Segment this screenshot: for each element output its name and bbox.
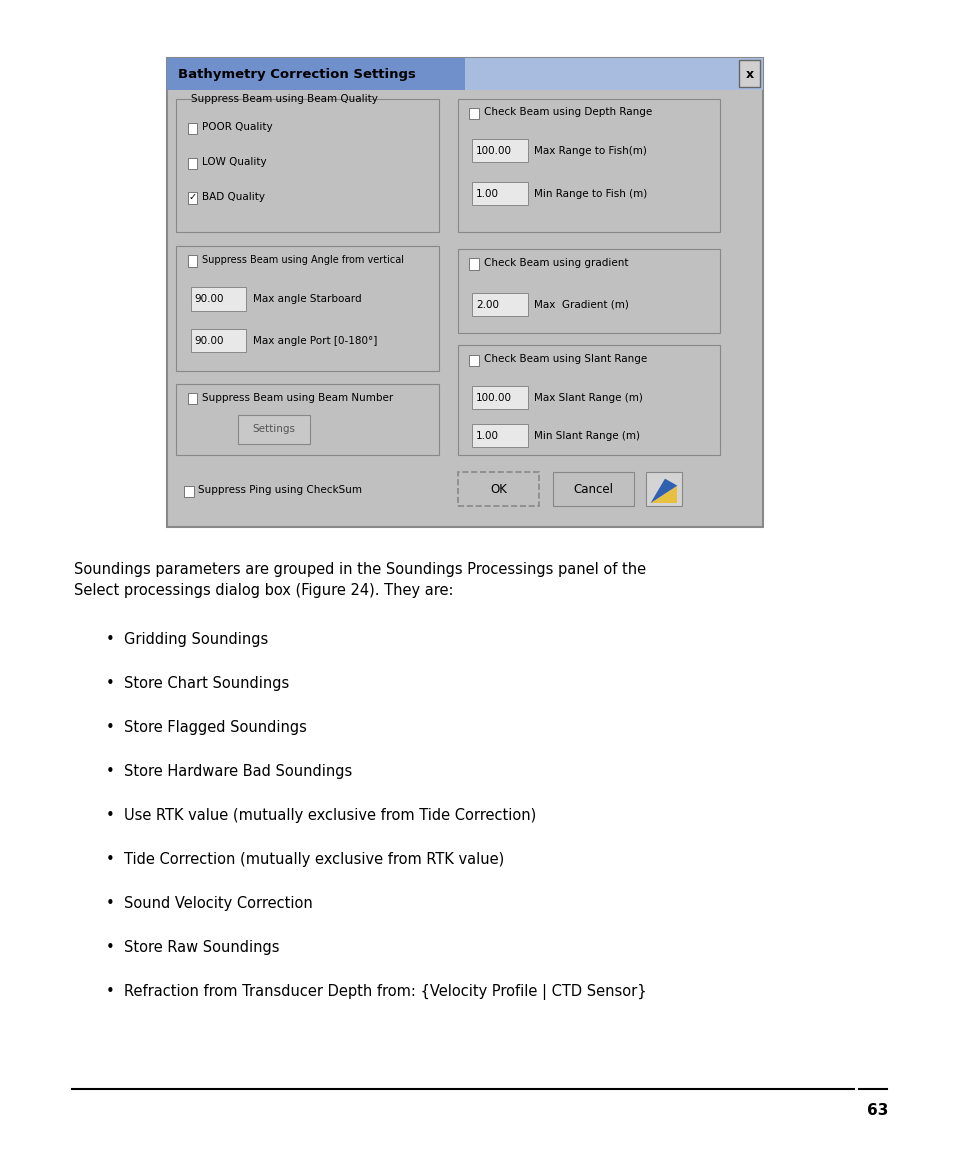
Text: Use RTK value (mutually exclusive from Tide Correction): Use RTK value (mutually exclusive from T… (124, 808, 536, 823)
Text: Tide Correction (mutually exclusive from RTK value): Tide Correction (mutually exclusive from… (124, 852, 504, 867)
Text: Max angle Starboard: Max angle Starboard (253, 294, 361, 304)
Text: BAD Quality: BAD Quality (202, 192, 265, 202)
Text: Store Raw Soundings: Store Raw Soundings (124, 940, 279, 955)
Text: •: • (105, 808, 114, 823)
Text: 2.00: 2.00 (476, 300, 498, 309)
FancyBboxPatch shape (188, 158, 197, 169)
Text: Gridding Soundings: Gridding Soundings (124, 632, 268, 647)
FancyBboxPatch shape (188, 123, 197, 134)
FancyBboxPatch shape (188, 393, 197, 404)
FancyBboxPatch shape (472, 386, 527, 409)
Text: Suppress Beam using Beam Number: Suppress Beam using Beam Number (202, 393, 393, 402)
Text: ✓: ✓ (189, 192, 196, 202)
Text: •: • (105, 720, 114, 735)
Text: Suppress Beam using Angle from vertical: Suppress Beam using Angle from vertical (202, 255, 404, 264)
FancyBboxPatch shape (472, 293, 527, 316)
Text: •: • (105, 764, 114, 779)
FancyBboxPatch shape (457, 99, 720, 232)
Text: Min Range to Fish (m): Min Range to Fish (m) (534, 189, 647, 198)
Text: Suppress Beam using Beam Quality: Suppress Beam using Beam Quality (191, 94, 377, 103)
FancyBboxPatch shape (167, 58, 464, 90)
Text: LOW Quality: LOW Quality (202, 158, 267, 167)
FancyBboxPatch shape (188, 192, 197, 204)
FancyBboxPatch shape (176, 99, 438, 232)
Text: Check Beam using Slant Range: Check Beam using Slant Range (483, 355, 646, 364)
Text: •: • (105, 896, 114, 911)
FancyBboxPatch shape (645, 472, 681, 506)
FancyBboxPatch shape (238, 415, 310, 444)
Text: 1.00: 1.00 (476, 431, 498, 440)
FancyBboxPatch shape (184, 486, 193, 497)
Text: Cancel: Cancel (574, 482, 613, 496)
Text: 100.00: 100.00 (476, 146, 512, 155)
FancyBboxPatch shape (472, 182, 527, 205)
FancyBboxPatch shape (553, 472, 634, 506)
Text: Store Hardware Bad Soundings: Store Hardware Bad Soundings (124, 764, 352, 779)
FancyBboxPatch shape (739, 60, 760, 87)
FancyBboxPatch shape (472, 424, 527, 447)
Text: Max Slant Range (m): Max Slant Range (m) (534, 393, 642, 402)
Polygon shape (650, 486, 677, 503)
FancyBboxPatch shape (167, 58, 762, 527)
Text: •: • (105, 676, 114, 691)
Text: x: x (745, 67, 753, 81)
Text: •: • (105, 852, 114, 867)
Text: •: • (105, 984, 114, 999)
FancyBboxPatch shape (457, 345, 720, 455)
Text: Max angle Port [0-180°]: Max angle Port [0-180°] (253, 336, 376, 345)
Text: Check Beam using gradient: Check Beam using gradient (483, 258, 627, 268)
FancyBboxPatch shape (176, 246, 438, 371)
Text: 90.00: 90.00 (194, 336, 224, 345)
Text: Settings: Settings (253, 424, 295, 435)
Text: •: • (105, 632, 114, 647)
Text: Suppress Ping using CheckSum: Suppress Ping using CheckSum (198, 486, 362, 495)
Text: Max  Gradient (m): Max Gradient (m) (534, 300, 628, 309)
FancyBboxPatch shape (457, 472, 538, 506)
Text: 63: 63 (866, 1103, 887, 1118)
Text: Check Beam using Depth Range: Check Beam using Depth Range (483, 108, 651, 117)
Text: POOR Quality: POOR Quality (202, 123, 273, 132)
Text: 1.00: 1.00 (476, 189, 498, 198)
FancyBboxPatch shape (469, 108, 478, 119)
Text: 90.00: 90.00 (194, 294, 224, 304)
FancyBboxPatch shape (464, 58, 762, 90)
Polygon shape (650, 479, 677, 503)
FancyBboxPatch shape (191, 329, 246, 352)
Text: Min Slant Range (m): Min Slant Range (m) (534, 431, 639, 440)
FancyBboxPatch shape (469, 355, 478, 366)
FancyBboxPatch shape (188, 255, 197, 267)
Text: Store Flagged Soundings: Store Flagged Soundings (124, 720, 307, 735)
Text: Soundings parameters are grouped in the Soundings Processings panel of the
Selec: Soundings parameters are grouped in the … (74, 562, 646, 598)
FancyBboxPatch shape (457, 249, 720, 333)
Text: Store Chart Soundings: Store Chart Soundings (124, 676, 289, 691)
Text: •: • (105, 940, 114, 955)
Text: Refraction from Transducer Depth from: {Velocity Profile | CTD Sensor}: Refraction from Transducer Depth from: {… (124, 984, 646, 1000)
Text: Bathymetry Correction Settings: Bathymetry Correction Settings (178, 67, 416, 81)
FancyBboxPatch shape (472, 139, 527, 162)
Text: Sound Velocity Correction: Sound Velocity Correction (124, 896, 313, 911)
Text: Max Range to Fish(m): Max Range to Fish(m) (534, 146, 646, 155)
FancyBboxPatch shape (176, 384, 438, 455)
FancyBboxPatch shape (469, 258, 478, 270)
Text: OK: OK (490, 482, 506, 496)
FancyBboxPatch shape (191, 287, 246, 311)
Text: 100.00: 100.00 (476, 393, 512, 402)
